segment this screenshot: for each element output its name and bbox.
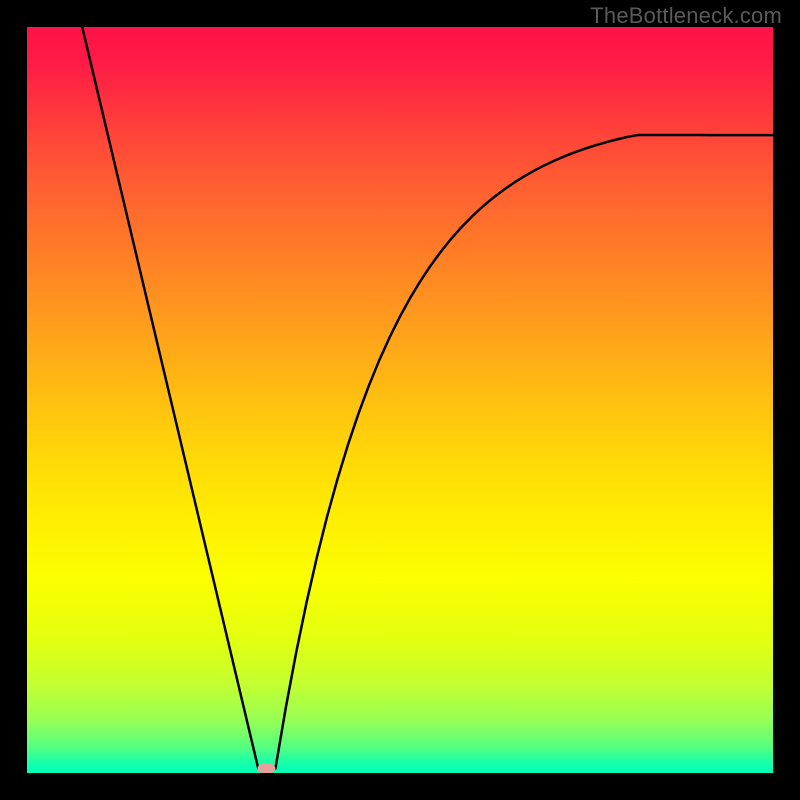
chart-root: TheBottleneck.com xyxy=(0,0,800,800)
bottleneck-curve-chart xyxy=(27,27,773,773)
watermark-text: TheBottleneck.com xyxy=(590,3,782,29)
gradient-background xyxy=(27,27,773,773)
